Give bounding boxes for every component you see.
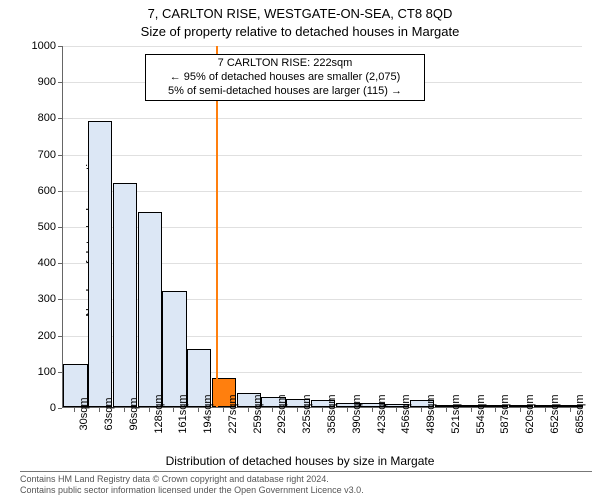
y-tick-label: 500 (6, 221, 56, 233)
y-tick-label: 600 (6, 185, 56, 197)
y-tick-label: 100 (6, 366, 56, 378)
annotation-line: 5% of semi-detached houses are larger (1… (150, 85, 420, 99)
y-tick-label: 900 (6, 76, 56, 88)
x-tick-label: 194sqm (202, 394, 214, 433)
x-tick-label: 259sqm (252, 394, 264, 433)
annotation-line: 7 CARLTON RISE: 222sqm (150, 57, 420, 71)
y-tick-label: 700 (6, 149, 56, 161)
histogram-bar (113, 183, 137, 407)
x-axis-label: Distribution of detached houses by size … (0, 454, 600, 468)
chart-title-main: 7, CARLTON RISE, WESTGATE-ON-SEA, CT8 8Q… (0, 6, 600, 21)
x-tick-label: 390sqm (351, 394, 363, 433)
chart-footer: Contains HM Land Registry data © Crown c… (20, 471, 592, 496)
x-tick-label: 587sqm (499, 394, 511, 433)
x-tick-label: 489sqm (425, 394, 437, 433)
footer-line-1: Contains HM Land Registry data © Crown c… (20, 474, 592, 485)
annotation-box: 7 CARLTON RISE: 222sqm← 95% of detached … (145, 54, 425, 101)
x-tick-label: 292sqm (276, 394, 288, 433)
x-tick-label: 620sqm (524, 394, 536, 433)
x-tick-label: 521sqm (450, 394, 462, 433)
x-tick-label: 96sqm (128, 397, 140, 430)
y-tick-label: 800 (6, 112, 56, 124)
x-tick-label: 456sqm (400, 394, 412, 433)
x-tick-label: 652sqm (549, 394, 561, 433)
y-tick-label: 1000 (6, 40, 56, 52)
x-tick-label: 227sqm (227, 394, 239, 433)
y-tick-label: 200 (6, 330, 56, 342)
histogram-bar (138, 212, 162, 407)
y-tick-label: 300 (6, 293, 56, 305)
x-tick-label: 685sqm (574, 394, 586, 433)
histogram-bar (88, 121, 112, 407)
x-tick-label: 63sqm (103, 397, 115, 430)
x-tick-label: 554sqm (475, 394, 487, 433)
plot-area: 7 CARLTON RISE: 222sqm← 95% of detached … (62, 46, 582, 408)
y-tick-label: 400 (6, 257, 56, 269)
x-tick-label: 30sqm (78, 397, 90, 430)
x-tick-label: 161sqm (177, 394, 189, 433)
x-tick-label: 423sqm (376, 394, 388, 433)
annotation-line: ← 95% of detached houses are smaller (2,… (150, 71, 420, 85)
chart-title-sub: Size of property relative to detached ho… (0, 24, 600, 39)
histogram-bar (162, 291, 186, 407)
footer-line-2: Contains public sector information licen… (20, 485, 592, 496)
x-tick-label: 128sqm (153, 394, 165, 433)
x-tick-label: 325sqm (301, 394, 313, 433)
y-tick-label: 0 (6, 402, 56, 414)
x-tick-label: 358sqm (326, 394, 338, 433)
